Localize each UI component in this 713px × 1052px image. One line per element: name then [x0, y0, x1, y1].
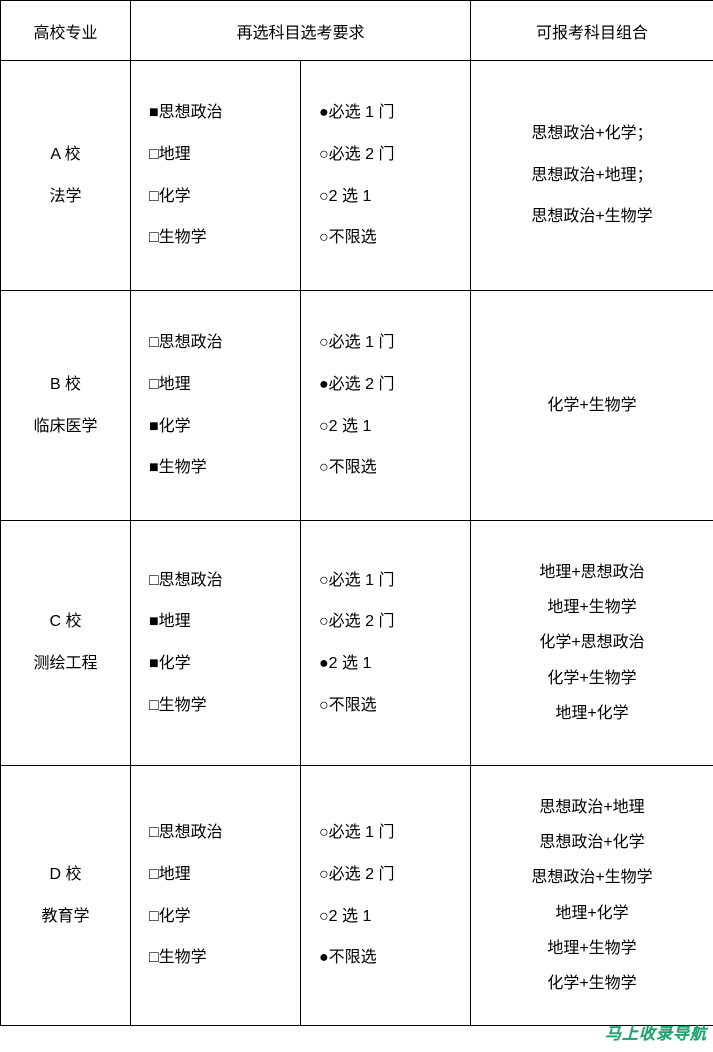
major-cell: C 校测绘工程	[1, 521, 131, 766]
requirement-mark-line: ●不限选	[319, 937, 464, 979]
subject-marks-cell: ■思想政治□地理□化学□生物学	[131, 61, 301, 291]
requirement-mark-line: ○不限选	[319, 217, 464, 259]
combo-cell: 思想政治+地理思想政治+化学思想政治+生物学地理+化学地理+生物学化学+生物学	[471, 766, 713, 1026]
subject-mark-line: ■思想政治	[149, 92, 294, 134]
table-row: D 校教育学□思想政治□地理□化学□生物学○必选 1 门○必选 2 门○2 选 …	[1, 766, 713, 1026]
combo-line: 地理+生物学	[477, 590, 707, 625]
school-name: C 校	[7, 601, 124, 643]
combo-line: 思想政治+地理	[477, 790, 707, 825]
requirement-mark-line: ○必选 1 门	[319, 812, 464, 854]
combo-cell: 化学+生物学	[471, 291, 713, 521]
major-cell: A 校法学	[1, 61, 131, 291]
requirement-mark-line: ○2 选 1	[319, 176, 464, 218]
subject-mark-line: □化学	[149, 896, 294, 938]
header-major: 高校专业	[1, 1, 131, 61]
major-cell: D 校教育学	[1, 766, 131, 1026]
combo-line: 思想政治+化学；	[477, 113, 707, 155]
combo-line: 化学+思想政治	[477, 625, 707, 660]
school-name: D 校	[7, 854, 124, 896]
subject-marks-cell: □思想政治■地理■化学□生物学	[131, 521, 301, 766]
requirement-mark-line: ●2 选 1	[319, 643, 464, 685]
combo-line: 化学+生物学	[477, 661, 707, 696]
requirement-mark-line: ●必选 1 门	[319, 92, 464, 134]
subject-mark-line: □思想政治	[149, 812, 294, 854]
combo-line: 思想政治+地理；	[477, 155, 707, 197]
requirement-mark-line: ○必选 1 门	[319, 322, 464, 364]
subject-mark-line: □地理	[149, 854, 294, 896]
header-combo: 可报考科目组合	[471, 1, 713, 61]
requirement-mark-line: ○2 选 1	[319, 896, 464, 938]
combo-line: 地理+化学	[477, 896, 707, 931]
combo-line: 思想政治+生物学	[477, 860, 707, 895]
combo-cell: 地理+思想政治地理+生物学化学+思想政治化学+生物学地理+化学	[471, 521, 713, 766]
subject-mark-line: □生物学	[149, 937, 294, 979]
subject-mark-line: □化学	[149, 176, 294, 218]
combo-line: 化学+生物学	[477, 966, 707, 1001]
subject-marks-cell: □思想政治□地理■化学■生物学	[131, 291, 301, 521]
requirement-mark-line: ○必选 2 门	[319, 134, 464, 176]
subject-requirement-table: 高校专业 再选科目选考要求 可报考科目组合 A 校法学■思想政治□地理□化学□生…	[0, 0, 713, 1026]
table-row: C 校测绘工程□思想政治■地理■化学□生物学○必选 1 门○必选 2 门●2 选…	[1, 521, 713, 766]
combo-line: 思想政治+化学	[477, 825, 707, 860]
table-header-row: 高校专业 再选科目选考要求 可报考科目组合	[1, 1, 713, 61]
subject-mark-line: □思想政治	[149, 560, 294, 602]
subject-mark-line: □思想政治	[149, 322, 294, 364]
requirement-mark-line: ○不限选	[319, 447, 464, 489]
requirement-mark-line: ○必选 2 门	[319, 854, 464, 896]
major-name: 法学	[7, 176, 124, 218]
subject-mark-line: □地理	[149, 364, 294, 406]
subject-mark-line: ■地理	[149, 601, 294, 643]
combo-line: 地理+思想政治	[477, 555, 707, 590]
subject-mark-line: □地理	[149, 134, 294, 176]
combo-line: 思想政治+生物学	[477, 196, 707, 238]
requirement-marks-cell: ○必选 1 门○必选 2 门○2 选 1●不限选	[301, 766, 471, 1026]
combo-line: 化学+生物学	[477, 385, 707, 427]
table-row: B 校临床医学□思想政治□地理■化学■生物学○必选 1 门●必选 2 门○2 选…	[1, 291, 713, 521]
subject-mark-line: ■化学	[149, 406, 294, 448]
subject-mark-line: □生物学	[149, 217, 294, 259]
subject-mark-line: □生物学	[149, 685, 294, 727]
requirement-marks-cell: ○必选 1 门○必选 2 门●2 选 1○不限选	[301, 521, 471, 766]
requirement-marks-cell: ○必选 1 门●必选 2 门○2 选 1○不限选	[301, 291, 471, 521]
subject-mark-line: ■化学	[149, 643, 294, 685]
requirement-mark-line: ○2 选 1	[319, 406, 464, 448]
combo-line: 地理+生物学	[477, 931, 707, 966]
requirement-marks-cell: ●必选 1 门○必选 2 门○2 选 1○不限选	[301, 61, 471, 291]
combo-cell: 思想政治+化学；思想政治+地理；思想政治+生物学	[471, 61, 713, 291]
major-cell: B 校临床医学	[1, 291, 131, 521]
major-name: 教育学	[7, 896, 124, 938]
requirement-mark-line: ●必选 2 门	[319, 364, 464, 406]
requirement-mark-line: ○必选 2 门	[319, 601, 464, 643]
header-requirement: 再选科目选考要求	[131, 1, 471, 61]
school-name: B 校	[7, 364, 124, 406]
subject-mark-line: ■生物学	[149, 447, 294, 489]
requirement-mark-line: ○必选 1 门	[319, 560, 464, 602]
major-name: 临床医学	[7, 406, 124, 448]
major-name: 测绘工程	[7, 643, 124, 685]
subject-marks-cell: □思想政治□地理□化学□生物学	[131, 766, 301, 1026]
table-row: A 校法学■思想政治□地理□化学□生物学●必选 1 门○必选 2 门○2 选 1…	[1, 61, 713, 291]
requirement-mark-line: ○不限选	[319, 685, 464, 727]
school-name: A 校	[7, 134, 124, 176]
combo-line: 地理+化学	[477, 696, 707, 731]
